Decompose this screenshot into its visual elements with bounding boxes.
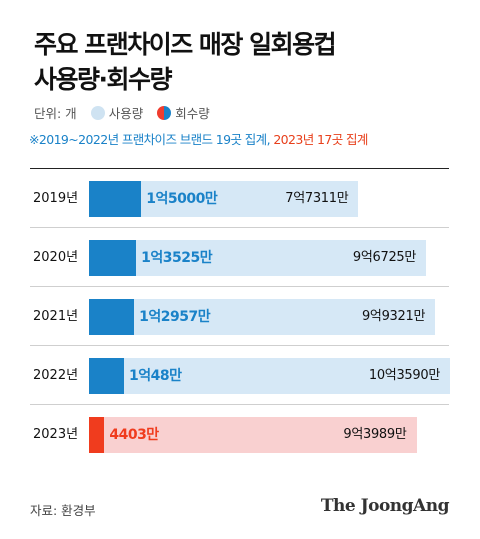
usage-value-label: 9억3989만 bbox=[343, 427, 407, 442]
usage-bar bbox=[89, 299, 436, 335]
usage-value-label: 9억9321만 bbox=[361, 309, 426, 324]
return-legend-swatch bbox=[157, 105, 172, 120]
bar-row: 2021년 1억2957만 9억9321만 bbox=[30, 287, 449, 346]
bar-chart: 2019년 1억5000만 7억7311만 2020년 1억3525만 9억6725만 20… bbox=[30, 169, 450, 469]
unit-label: 단위: 개 bbox=[34, 106, 77, 121]
return-bar bbox=[89, 240, 137, 276]
bar-row: 2023년 4403만 9억3989만 bbox=[30, 405, 449, 464]
year-label: 2022년 bbox=[33, 368, 79, 383]
bar-row: 2020년 1억3525만 9억6725만 bbox=[30, 228, 449, 287]
return-bar bbox=[89, 417, 105, 453]
return-value-label: 4403만 bbox=[109, 427, 159, 443]
return-value-label: 1억3525만 bbox=[141, 250, 213, 266]
usage-bar bbox=[89, 417, 417, 453]
chart-title: 주요 프랜차이즈 매장 일회용컵 사용량·회수량 bbox=[34, 27, 337, 97]
source-note: 자료: 환경부 bbox=[30, 503, 96, 518]
row-separator bbox=[30, 227, 449, 228]
use-legend-swatch bbox=[90, 105, 105, 120]
footnote-part2: 2023년 17곳 집계 bbox=[273, 132, 368, 147]
year-label: 2023년 bbox=[33, 427, 79, 442]
usage-bar bbox=[89, 240, 427, 276]
row-separator bbox=[30, 286, 449, 287]
usage-value-label: 9억6725만 bbox=[352, 250, 417, 265]
footnote: ※2019~2022년 프랜차이즈 브랜드 19곳 집계, 2023년 17곳 … bbox=[29, 129, 368, 148]
year-label: 2021년 bbox=[33, 309, 79, 324]
top-rule bbox=[30, 168, 449, 169]
return-bar bbox=[89, 358, 125, 394]
use-legend-label: 사용량 bbox=[108, 106, 144, 121]
return-bar bbox=[89, 299, 135, 335]
return-legend-label: 회수량 bbox=[175, 106, 210, 121]
usage-bar bbox=[89, 358, 450, 394]
row-separator bbox=[30, 345, 449, 346]
legend: 단위: 개 사용량 회수량 bbox=[34, 103, 210, 122]
return-value-label: 1억48만 bbox=[129, 368, 182, 384]
return-value-label: 1억2957만 bbox=[139, 309, 211, 325]
chart-title-line2: 사용량·회수량 bbox=[34, 65, 173, 94]
usage-value-label: 10억3590만 bbox=[368, 368, 440, 383]
return-value-label: 1억5000만 bbox=[146, 191, 218, 207]
usage-value-label: 7억7311만 bbox=[285, 191, 349, 206]
chart-title-line1: 주요 프랜차이즈 매장 일회용컵 bbox=[34, 30, 337, 59]
bar-row: 2022년 1억48만 10억3590만 bbox=[30, 346, 450, 405]
footnote-part1: ※2019~2022년 프랜차이즈 브랜드 19곳 집계, bbox=[29, 132, 274, 147]
return-bar bbox=[89, 181, 142, 217]
row-separator bbox=[30, 404, 449, 405]
bar-row: 2019년 1억5000만 7억7311만 bbox=[30, 169, 449, 228]
publisher-logo: The JoongAng bbox=[320, 496, 450, 516]
year-label: 2019년 bbox=[33, 191, 79, 206]
year-label: 2020년 bbox=[33, 250, 79, 265]
